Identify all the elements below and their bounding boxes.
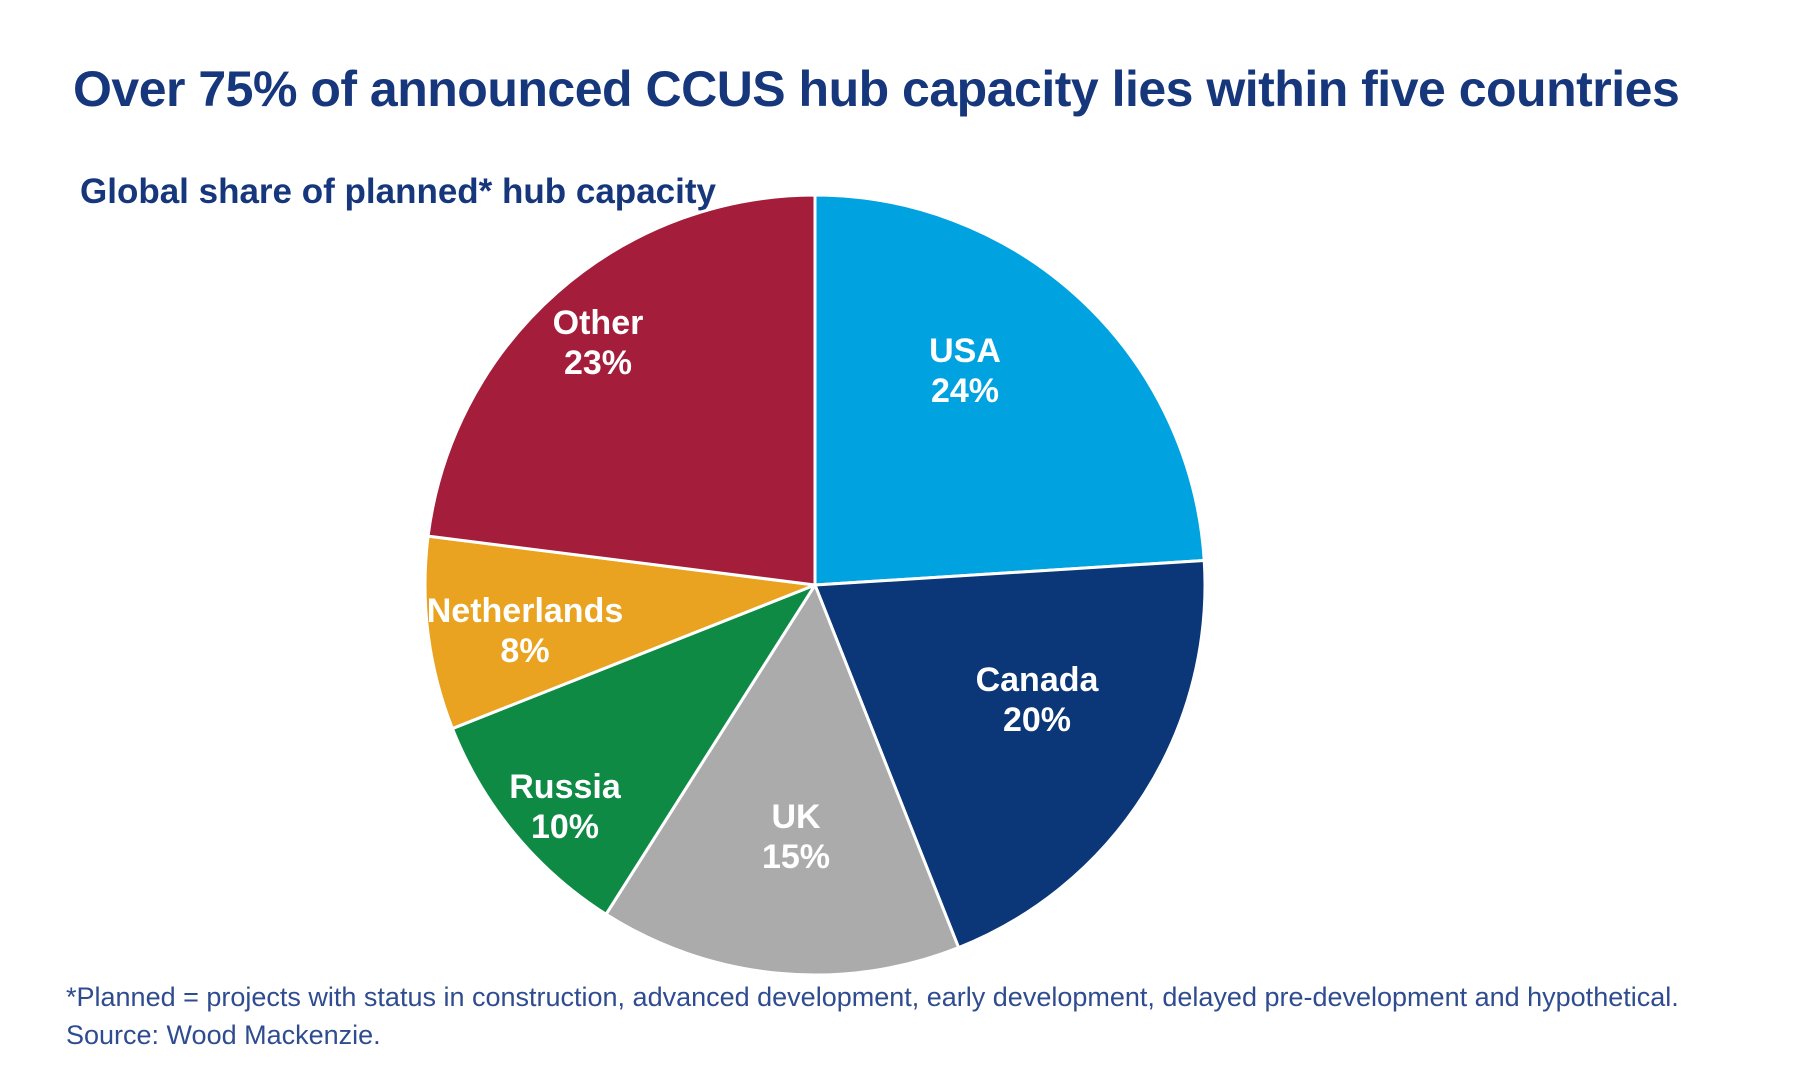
pie-slice-uk (604, 583, 961, 977)
pie-slice-canada (813, 559, 1207, 950)
chart-headline: Over 75% of announced CCUS hub capacity … (73, 61, 1680, 117)
source-text: Source: Wood Mackenzie. (66, 1020, 381, 1050)
pie-slice-netherlands (423, 534, 817, 731)
footnote-text: *Planned = projects with status in const… (66, 982, 1679, 1012)
pie-slice-russia (450, 583, 817, 916)
pie-slice-other (426, 193, 817, 587)
chart-subtitle: Global share of planned* hub capacity (80, 172, 716, 211)
pie-slice-usa (813, 193, 1206, 587)
